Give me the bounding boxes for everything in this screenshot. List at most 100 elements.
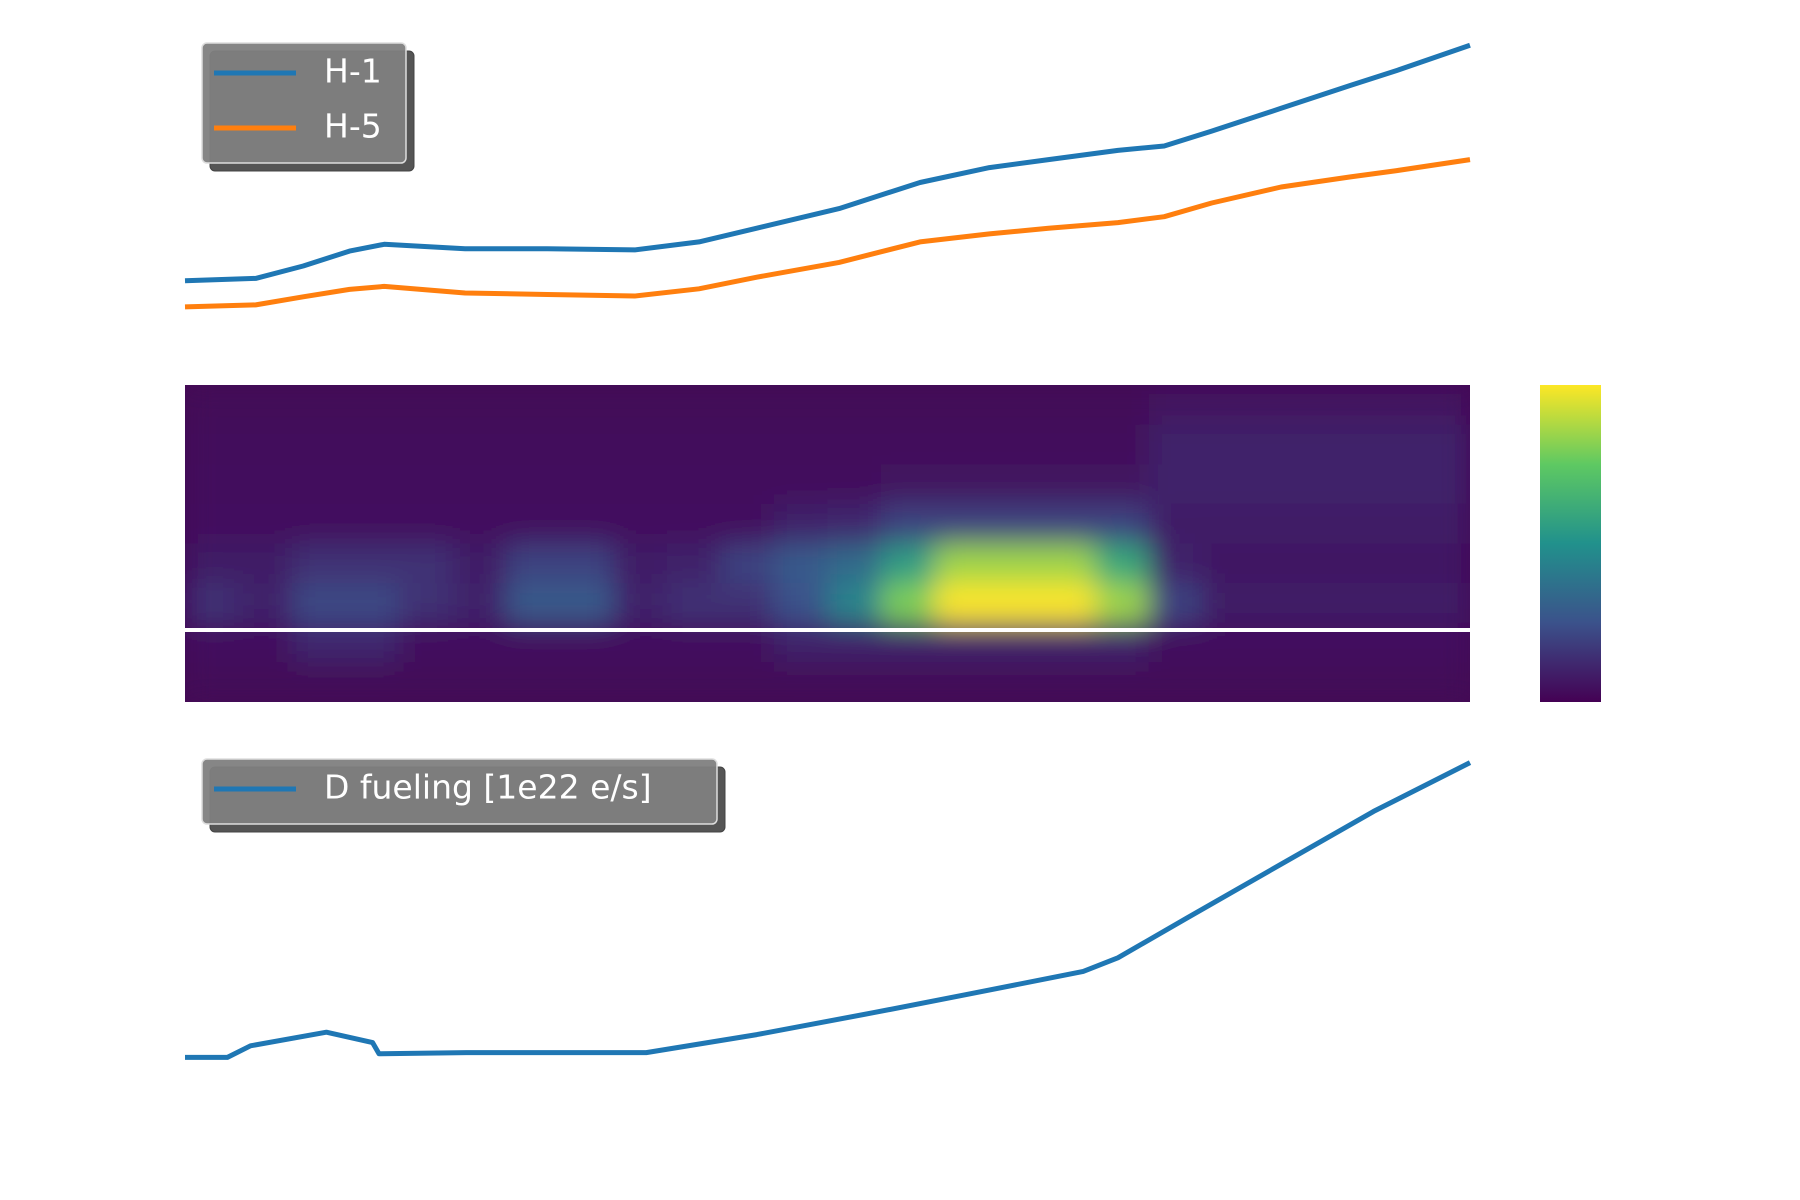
heatmap-cell bbox=[827, 385, 882, 426]
heatmap-cell bbox=[613, 385, 668, 426]
heatmap-cell bbox=[720, 424, 775, 465]
heatmap-cell bbox=[720, 464, 775, 505]
heatmap-cell bbox=[827, 424, 882, 465]
heatmap-cell bbox=[1362, 424, 1417, 465]
heatmap-cell bbox=[666, 503, 721, 544]
heatmap-cell bbox=[827, 543, 882, 584]
heatmap-cell bbox=[292, 543, 347, 584]
heatmap-cell bbox=[1416, 543, 1470, 584]
heatmap-cell bbox=[185, 385, 240, 426]
heatmap-cell bbox=[720, 385, 775, 426]
heatmap-cell bbox=[773, 583, 828, 624]
heatmap-cell bbox=[559, 662, 614, 702]
heatmap-cell bbox=[827, 464, 882, 505]
heatmap-cell bbox=[934, 385, 989, 426]
heatmap-cell bbox=[1148, 424, 1203, 465]
heatmap-cell bbox=[1148, 503, 1203, 544]
heatmap-cell bbox=[1309, 424, 1364, 465]
heatmap-cell bbox=[1095, 583, 1150, 624]
heatmap-cell bbox=[1095, 503, 1150, 544]
heatmap-cell bbox=[988, 385, 1043, 426]
heatmap-cell bbox=[666, 424, 721, 465]
heatmap-cell bbox=[1255, 464, 1310, 505]
heatmap-cell bbox=[1309, 385, 1364, 426]
heatmap-cell bbox=[345, 385, 400, 426]
heatmap-cell bbox=[506, 583, 561, 624]
heatmap-cell bbox=[399, 543, 454, 584]
heatmap-cell bbox=[1041, 385, 1096, 426]
heatmap-cell bbox=[559, 503, 614, 544]
heatmap-cell bbox=[506, 424, 561, 465]
heatmap-cell bbox=[827, 662, 882, 702]
heatmap-cell bbox=[934, 464, 989, 505]
heatmap-cell bbox=[1202, 543, 1257, 584]
heatmap-cell bbox=[1362, 385, 1417, 426]
heatmap-cell bbox=[720, 543, 775, 584]
heatmap-cell bbox=[881, 583, 936, 624]
heatmap-cell bbox=[881, 464, 936, 505]
heatmap-cell bbox=[238, 464, 293, 505]
heatmap-cell bbox=[238, 503, 293, 544]
heatmap-cell bbox=[666, 464, 721, 505]
heatmap-cell bbox=[399, 662, 454, 702]
heatmap-cell bbox=[773, 424, 828, 465]
heatmap-cell bbox=[1095, 385, 1150, 426]
heatmap-cell bbox=[1255, 385, 1310, 426]
heatmap-cell bbox=[559, 583, 614, 624]
heatmap-cell bbox=[452, 503, 507, 544]
heatmap-cell bbox=[988, 662, 1043, 702]
heatmap-cell bbox=[452, 543, 507, 584]
heatmap-cell bbox=[1416, 503, 1470, 544]
heatmap-cell bbox=[1362, 543, 1417, 584]
heatmap-cell bbox=[559, 385, 614, 426]
heatmap-cell bbox=[452, 424, 507, 465]
heatmap-cell bbox=[720, 662, 775, 702]
heatmap-cell bbox=[988, 583, 1043, 624]
heatmap-cell bbox=[559, 543, 614, 584]
heatmap-cell bbox=[1095, 543, 1150, 584]
heatmap-cell bbox=[559, 424, 614, 465]
heatmap-cell bbox=[399, 385, 454, 426]
heatmap-cell bbox=[1202, 385, 1257, 426]
heatmap-cell bbox=[934, 424, 989, 465]
heatmap-cell bbox=[666, 583, 721, 624]
heatmap-cell bbox=[1148, 662, 1203, 702]
heatmap-cell bbox=[773, 503, 828, 544]
heatmap-cell bbox=[292, 464, 347, 505]
heatmap-cell bbox=[185, 464, 240, 505]
heatmap-cell bbox=[934, 503, 989, 544]
heatmap-cell bbox=[1202, 464, 1257, 505]
heatmap-cell bbox=[1202, 503, 1257, 544]
heatmap-cell bbox=[238, 662, 293, 702]
heatmap-cell bbox=[1255, 543, 1310, 584]
heatmap-cell bbox=[345, 424, 400, 465]
legend-label: D fueling [1e22 e/s] bbox=[324, 768, 652, 807]
heatmap-cell bbox=[720, 503, 775, 544]
heatmap-cell bbox=[452, 464, 507, 505]
heatmap-cell bbox=[1095, 464, 1150, 505]
heatmap-cell bbox=[666, 543, 721, 584]
heatmap-cell bbox=[452, 662, 507, 702]
heatmap-cell bbox=[238, 424, 293, 465]
series-line bbox=[184, 42, 1471, 284]
heatmap-cell bbox=[1041, 583, 1096, 624]
heatmap-cell bbox=[1362, 583, 1417, 624]
heatmap-cell bbox=[1041, 543, 1096, 584]
heatmap-cell bbox=[292, 424, 347, 465]
heatmap-cell bbox=[827, 503, 882, 544]
heatmap bbox=[185, 385, 1470, 702]
heatmap-cell bbox=[238, 385, 293, 426]
heatmap-cell bbox=[881, 424, 936, 465]
heatmap-cell bbox=[1255, 503, 1310, 544]
heatmap-cell bbox=[1148, 583, 1203, 624]
heatmap-cell bbox=[185, 424, 240, 465]
heatmap-cell bbox=[1416, 385, 1470, 426]
heatmap-cell bbox=[1202, 424, 1257, 465]
heatmap-cell bbox=[1416, 424, 1470, 465]
heatmap-cell bbox=[881, 543, 936, 584]
heatmap-cell bbox=[613, 543, 668, 584]
heatmap-cell bbox=[452, 385, 507, 426]
heatmap-cell bbox=[1416, 464, 1470, 505]
